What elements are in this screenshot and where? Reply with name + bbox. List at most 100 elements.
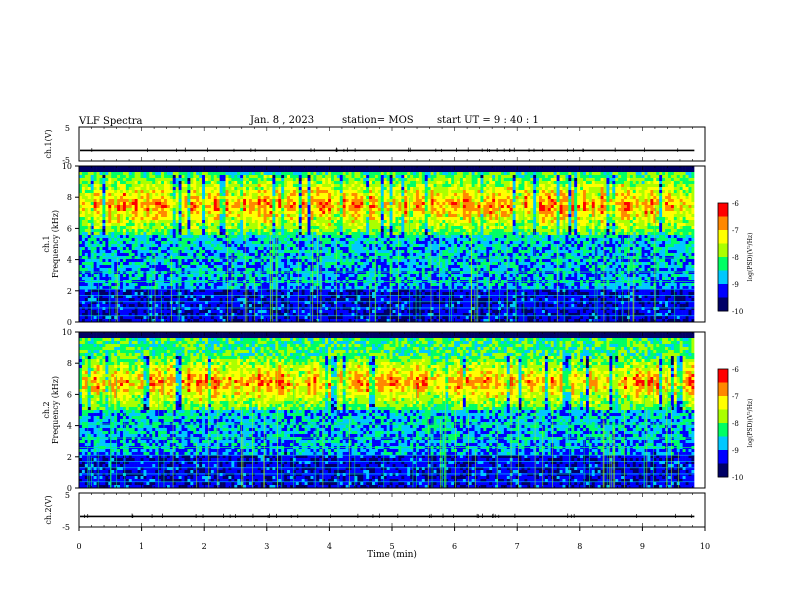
spectrogram-cell	[298, 319, 302, 323]
spectrogram-cell	[120, 268, 124, 272]
spectrogram-cell	[351, 229, 355, 233]
spectrogram-cell	[140, 169, 144, 173]
spectrogram-cell	[351, 211, 355, 215]
spectrogram-cell	[213, 232, 218, 236]
spectrogram-cell	[295, 172, 300, 176]
spectrogram-cell	[240, 190, 244, 194]
spectrogram-cell	[99, 265, 103, 269]
spectrogram-cell	[108, 202, 112, 206]
spectrogram-cell	[331, 184, 335, 188]
spectrogram-cell	[351, 316, 355, 320]
spectrogram-cell	[289, 286, 294, 290]
spectrogram-cell	[178, 307, 182, 311]
spectrogram-cell	[284, 295, 288, 299]
spectrogram-cell	[196, 271, 200, 275]
spectrogram-cell	[351, 247, 355, 251]
spectrogram-cell	[79, 283, 83, 287]
spectrogram-cell	[278, 175, 282, 179]
spectrogram-cell	[96, 223, 100, 227]
spectrogram-cell	[196, 238, 200, 242]
spectrogram-cell	[143, 316, 147, 320]
spectrogram-cell	[222, 301, 226, 305]
spectrogram-cell	[310, 277, 314, 281]
spectrogram-cell	[99, 301, 103, 305]
spectrogram-cell	[131, 253, 135, 257]
spectrogram-cell	[266, 313, 270, 317]
spectrogram-cell	[155, 220, 159, 224]
spectrogram-cell	[81, 217, 86, 221]
spectrogram-cell	[333, 247, 338, 251]
spectrogram-cell	[120, 184, 124, 188]
spectrogram-cell	[196, 199, 200, 203]
spectrogram-cell	[298, 268, 302, 272]
spectrogram-cell	[354, 301, 358, 305]
spectrogram-cell	[263, 196, 267, 200]
spectrogram-cell	[140, 307, 144, 311]
spectrogram-cell	[181, 298, 185, 302]
spectrogram-cell	[140, 313, 144, 317]
spectrogram-cell	[117, 301, 121, 305]
spectrogram-cell	[287, 169, 291, 173]
spectrogram-cell	[301, 238, 305, 242]
spectrogram-cell	[345, 319, 349, 323]
spectrogram-cell	[210, 166, 215, 170]
spectrogram-cell	[222, 235, 226, 239]
spectrogram-cell	[237, 259, 241, 263]
spectrogram-cell	[336, 220, 341, 224]
spectrogram-cell	[272, 175, 276, 179]
spectrogram-cell	[304, 169, 308, 173]
spectrogram-cell	[99, 274, 103, 278]
spectrogram-cell	[246, 319, 250, 323]
spectrogram-cell	[184, 208, 188, 212]
spectrogram-cell	[102, 301, 106, 305]
spectrogram-cell	[193, 187, 197, 191]
spectrogram-cell	[225, 292, 229, 296]
spectrogram-cell	[289, 244, 294, 248]
spectrogram-cell	[272, 289, 276, 293]
spectrogram-cell	[237, 244, 241, 248]
spectrogram-cell	[93, 175, 97, 179]
spectrogram-cell	[234, 238, 238, 242]
spectrogram-cell	[237, 235, 241, 239]
spectrogram-cell	[278, 316, 282, 320]
spectrogram-cell	[222, 310, 226, 314]
spectrogram-cell	[96, 196, 100, 200]
spectrogram-cell	[207, 298, 212, 302]
spectrogram-cell	[301, 208, 305, 212]
spectrogram-cell	[342, 184, 346, 188]
spectrogram-cell	[187, 259, 191, 263]
spectrogram-cell	[254, 277, 259, 281]
spectrogram-cell	[181, 217, 185, 221]
spectrogram-cell	[193, 286, 197, 290]
spectrogram-cell	[313, 259, 317, 263]
spectrogram-cell	[155, 169, 159, 173]
spectrogram-cell	[187, 187, 191, 191]
spectrogram-cell	[316, 238, 320, 242]
spectrogram-cell	[289, 313, 294, 317]
spectrogram-cell	[166, 238, 171, 242]
spectrogram-cell	[199, 172, 203, 176]
spectrogram-cell	[190, 295, 194, 299]
spectrogram-cell	[140, 193, 144, 197]
spectrogram-cell	[114, 184, 118, 188]
spectrogram-cell	[304, 172, 308, 176]
spectrogram-cell	[222, 196, 226, 200]
spectrogram-cell	[125, 169, 130, 173]
spectrogram-cell	[348, 217, 352, 221]
spectrogram-cell	[263, 292, 267, 296]
spectrogram-cell	[328, 286, 332, 290]
spectrogram-cell	[122, 235, 127, 239]
spectrogram-cell	[169, 184, 174, 188]
spectrogram-cell	[178, 208, 182, 212]
spectrogram-cell	[336, 226, 341, 230]
spectrogram-cell	[257, 232, 261, 236]
spectrogram-cell	[196, 184, 200, 188]
spectrogram-cell	[193, 304, 197, 308]
spectrogram-cell	[310, 190, 314, 194]
spectrogram-cell	[193, 298, 197, 302]
spectrogram-cell	[137, 244, 141, 248]
spectrogram-cell	[234, 184, 238, 188]
spectrogram-cell	[351, 193, 355, 197]
spectrogram-cell	[184, 292, 188, 296]
spectrogram-cell	[213, 187, 218, 191]
